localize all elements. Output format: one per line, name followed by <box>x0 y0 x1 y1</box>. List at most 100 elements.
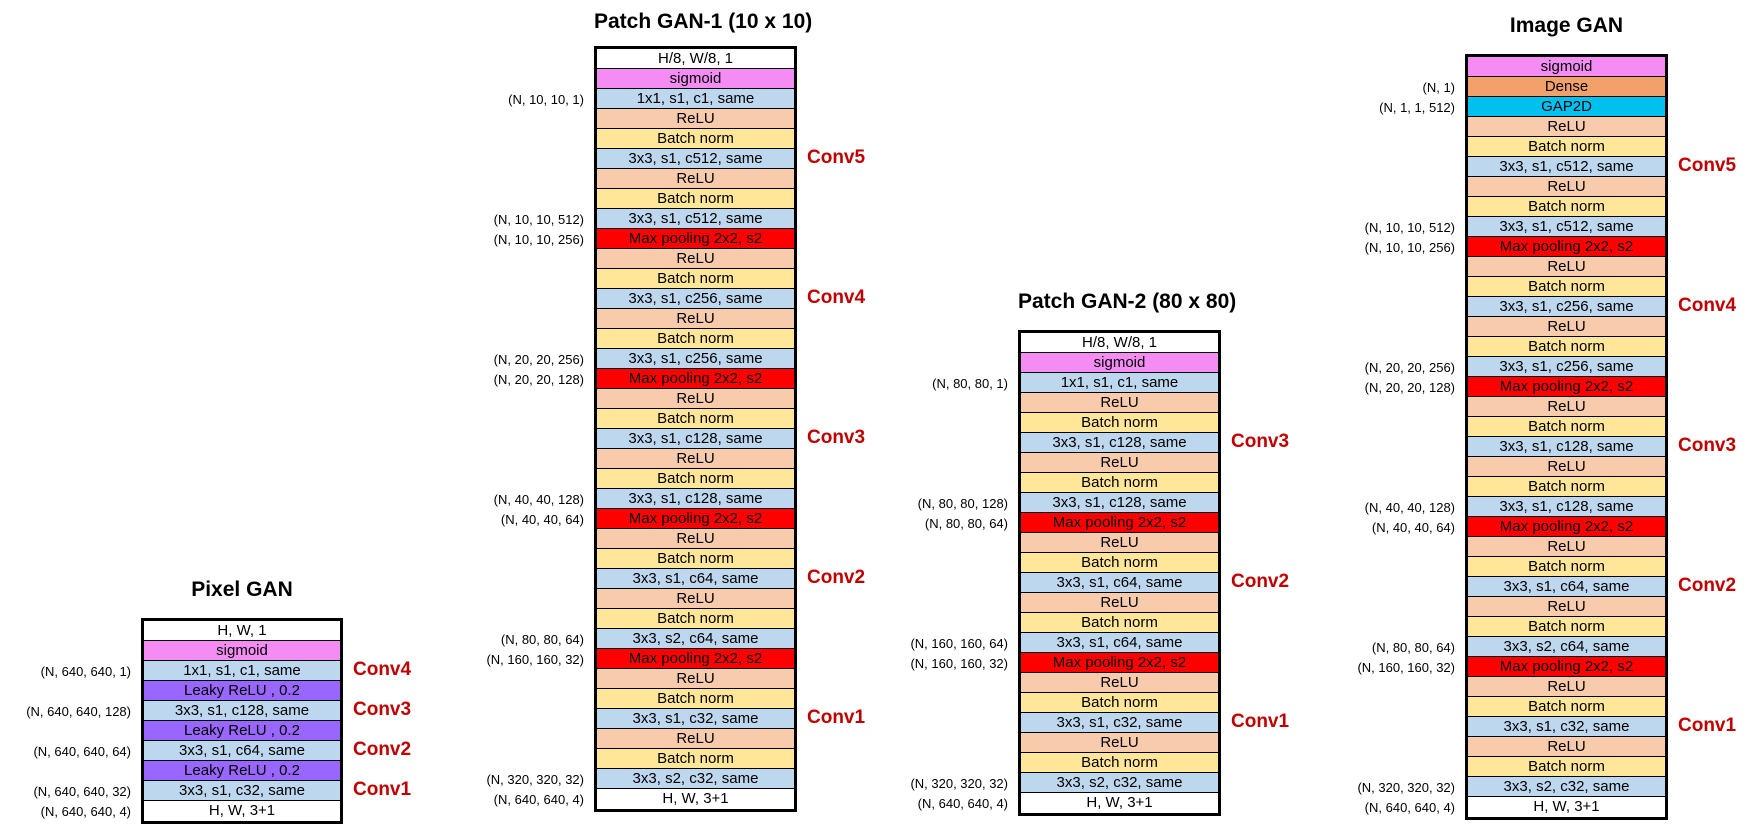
layer-conv: 3x3, s1, c64, same <box>597 569 794 589</box>
layer-conv: 1x1, s1, c1, same <box>597 89 794 109</box>
layer-conv: 3x3, s1, c256, same <box>1468 297 1665 317</box>
layer-conv: 3x3, s1, c32, same <box>597 709 794 729</box>
tensor-shape-label: (N, 40, 40, 64) <box>1371 520 1455 535</box>
conv-block-label: Conv2 <box>1231 571 1290 592</box>
conv-block-label: Conv5 <box>1678 155 1737 176</box>
conv-block-label: Conv1 <box>1231 711 1290 732</box>
conv-block-label: Conv3 <box>353 699 412 720</box>
layer-relu: ReLU <box>1021 453 1218 473</box>
tensor-shape-label: (N, 40, 40, 128) <box>493 492 584 507</box>
tensor-shape-label: (N, 80, 80, 64) <box>1371 640 1455 655</box>
layer-sigmoid: sigmoid <box>597 69 794 89</box>
layer-relu: ReLU <box>1468 457 1665 477</box>
layer-relu: ReLU <box>1021 733 1218 753</box>
tensor-shape-label: (N, 40, 40, 128) <box>1364 500 1455 515</box>
tensor-shape-label: (N, 80, 80, 1) <box>932 376 1008 391</box>
layer-pool: Max pooling 2x2, s2 <box>1468 377 1665 397</box>
tensor-shape-label: (N, 10, 10, 512) <box>493 212 584 227</box>
layer-conv: 3x3, s2, c64, same <box>597 629 794 649</box>
layer-bn: Batch norm <box>597 409 794 429</box>
tensor-shape-label: (N, 640, 640, 128) <box>26 704 131 719</box>
conv-block-label: Conv4 <box>353 659 412 680</box>
conv-block-label: Conv3 <box>807 427 866 448</box>
layer-bn: Batch norm <box>597 129 794 149</box>
layer-bn: Batch norm <box>1021 613 1218 633</box>
conv-block-label: Conv5 <box>807 147 866 168</box>
layer-conv: 3x3, s1, c256, same <box>1468 357 1665 377</box>
layer-conv: 3x3, s2, c32, same <box>597 769 794 789</box>
layer-pool: Max pooling 2x2, s2 <box>1468 237 1665 257</box>
layer-pool: Max pooling 2x2, s2 <box>1021 653 1218 673</box>
layer-io: H, W, 3+1 <box>1021 793 1218 813</box>
layer-conv: 3x3, s1, c256, same <box>597 349 794 369</box>
tensor-shape-label: (N, 80, 80, 64) <box>500 632 584 647</box>
layer-conv: 3x3, s1, c128, same <box>597 429 794 449</box>
tensor-shape-label: (N, 160, 160, 32) <box>1357 660 1455 675</box>
layer-bn: Batch norm <box>1468 137 1665 157</box>
tensor-shape-label: (N, 20, 20, 128) <box>1364 380 1455 395</box>
layer-bn: Batch norm <box>1468 277 1665 297</box>
layer-io: H/8, W/8, 1 <box>1021 333 1218 353</box>
layer-pool: Max pooling 2x2, s2 <box>1021 513 1218 533</box>
layer-relu: ReLU <box>597 389 794 409</box>
layer-pool: Max pooling 2x2, s2 <box>1468 517 1665 537</box>
layer-relu: ReLU <box>597 249 794 269</box>
layer-pool: Max pooling 2x2, s2 <box>597 369 794 389</box>
layer-conv: 3x3, s1, c64, same <box>144 741 340 761</box>
tensor-shape-label: (N, 10, 10, 512) <box>1364 220 1455 235</box>
layer-pool: Max pooling 2x2, s2 <box>597 509 794 529</box>
layer-sigmoid: sigmoid <box>144 641 340 661</box>
tensor-shape-label: (N, 320, 320, 32) <box>486 772 584 787</box>
layer-leaky: Leaky ReLU , 0.2 <box>144 681 340 701</box>
tensor-shape-label: (N, 20, 20, 256) <box>1364 360 1455 375</box>
conv-block-label: Conv4 <box>1678 295 1737 316</box>
layer-pool: Max pooling 2x2, s2 <box>597 649 794 669</box>
layer-relu: ReLU <box>1468 677 1665 697</box>
image-gan-layer-stack: sigmoid Dense GAP2D ReLU Batch norm 3x3, s1, … <box>1465 54 1668 820</box>
layer-relu: ReLU <box>1468 317 1665 337</box>
tensor-shape-label: (N, 640, 640, 4) <box>493 792 584 807</box>
layer-conv: 3x3, s1, c512, same <box>1468 157 1665 177</box>
layer-bn: Batch norm <box>597 469 794 489</box>
layer-bn: Batch norm <box>597 269 794 289</box>
patch-gan-2-title: Patch GAN-2 (80 x 80) <box>1018 290 1237 313</box>
tensor-shape-label: (N, 320, 320, 32) <box>910 776 1008 791</box>
conv-block-label: Conv3 <box>1231 431 1290 452</box>
layer-sigmoid: sigmoid <box>1021 353 1218 373</box>
patch-gan-2-layer-stack: H/8, W/8, 1 sigmoid 1x1, s1, c1, same ReLU B… <box>1018 330 1221 816</box>
layer-conv: 3x3, s1, c128, same <box>1468 437 1665 457</box>
layer-relu: ReLU <box>1021 533 1218 553</box>
layer-bn: Batch norm <box>597 609 794 629</box>
layer-relu: ReLU <box>1021 393 1218 413</box>
layer-conv: 3x3, s1, c128, same <box>1021 493 1218 513</box>
layer-io: H, W, 3+1 <box>1468 797 1665 817</box>
layer-bn: Batch norm <box>1468 557 1665 577</box>
layer-bn: Batch norm <box>1468 337 1665 357</box>
layer-conv: 3x3, s1, c128, same <box>1468 497 1665 517</box>
tensor-shape-label: (N, 10, 10, 256) <box>493 232 584 247</box>
layer-bn: Batch norm <box>1468 617 1665 637</box>
tensor-shape-label: (N, 160, 160, 32) <box>486 652 584 667</box>
layer-io: H, W, 1 <box>144 621 340 641</box>
tensor-shape-label: (N, 640, 640, 4) <box>1364 800 1455 815</box>
layer-conv: 3x3, s1, c256, same <box>597 289 794 309</box>
layer-relu: ReLU <box>1468 737 1665 757</box>
layer-conv: 3x3, s1, c64, same <box>1021 633 1218 653</box>
tensor-shape-label: (N, 160, 160, 32) <box>910 656 1008 671</box>
tensor-shape-label: (N, 640, 640, 1) <box>40 664 131 679</box>
layer-conv: 3x3, s2, c32, same <box>1021 773 1218 793</box>
layer-bn: Batch norm <box>1021 753 1218 773</box>
tensor-shape-label: (N, 640, 640, 4) <box>40 804 131 819</box>
tensor-shape-label: (N, 640, 640, 64) <box>33 744 131 759</box>
tensor-shape-label: (N, 80, 80, 64) <box>924 516 1008 531</box>
conv-block-label: Conv1 <box>807 707 866 728</box>
layer-relu: ReLU <box>597 169 794 189</box>
tensor-shape-label: (N, 640, 640, 32) <box>33 784 131 799</box>
tensor-shape-label: (N, 20, 20, 128) <box>493 372 584 387</box>
layer-io: H, W, 3+1 <box>144 801 340 821</box>
tensor-shape-label: (N, 320, 320, 32) <box>1357 780 1455 795</box>
tensor-shape-label: (N, 20, 20, 256) <box>493 352 584 367</box>
layer-conv: 3x3, s2, c32, same <box>1468 777 1665 797</box>
layer-relu: ReLU <box>1468 537 1665 557</box>
layer-conv: 3x3, s1, c128, same <box>597 489 794 509</box>
